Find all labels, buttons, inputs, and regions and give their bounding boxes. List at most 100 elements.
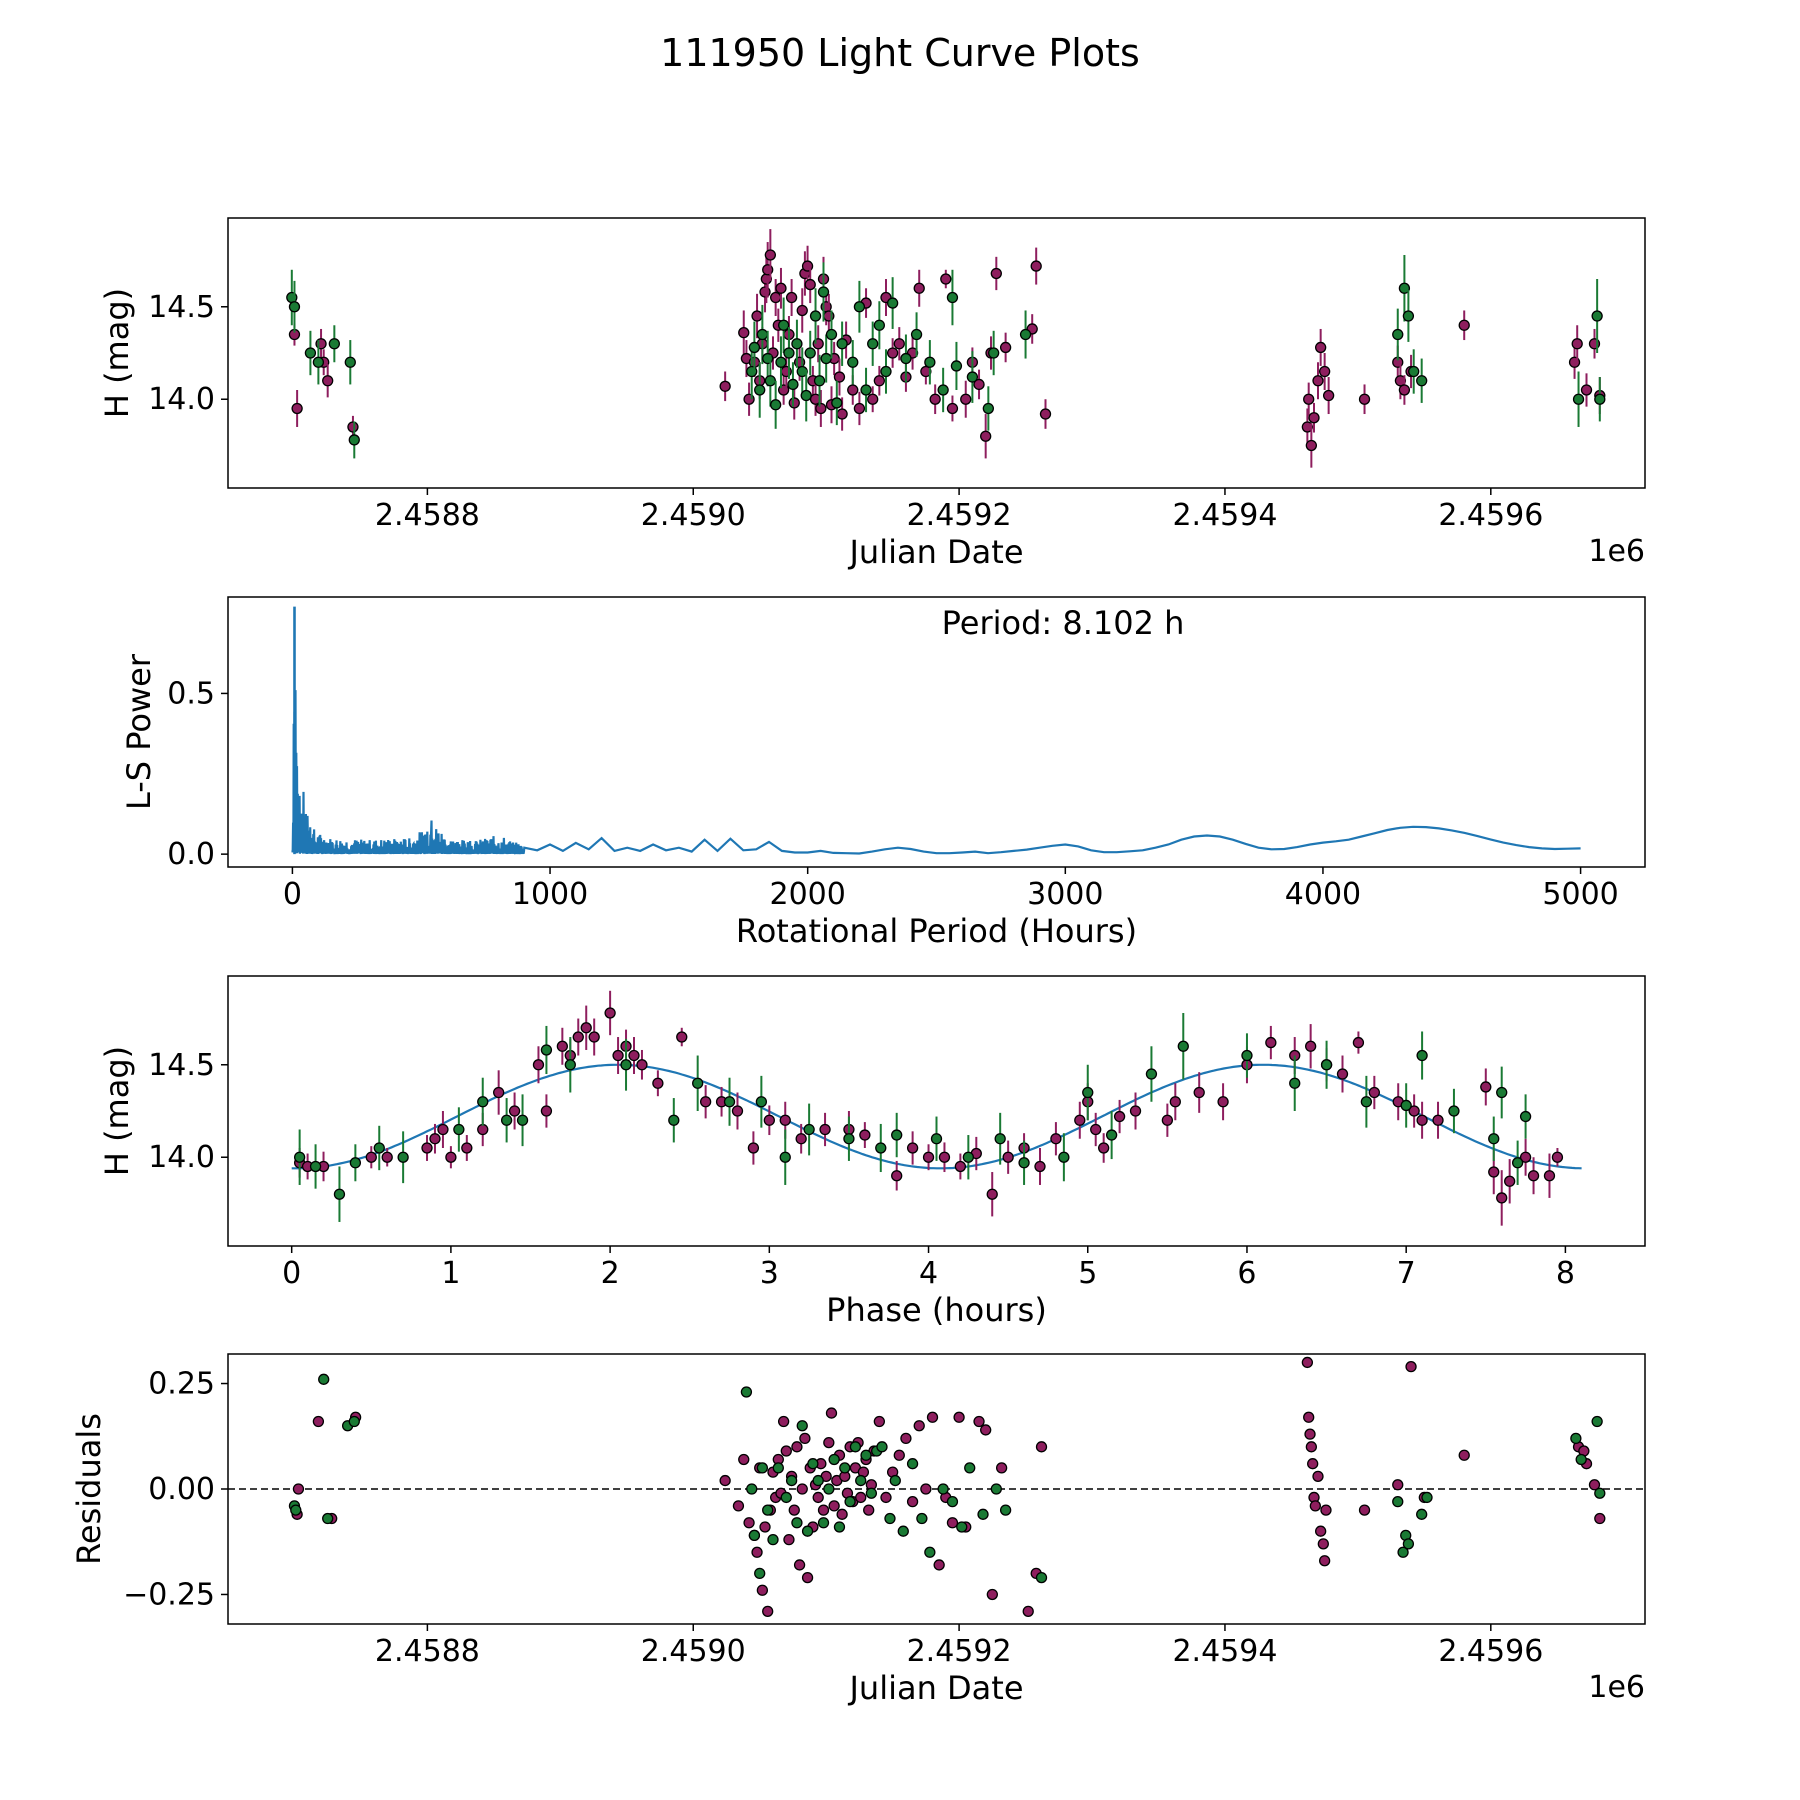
plot-area-resid xyxy=(228,1357,1645,1616)
data-point xyxy=(1305,1429,1315,1439)
x-axis-label: Julian Date xyxy=(847,533,1023,571)
data-point xyxy=(1592,1417,1602,1427)
data-point xyxy=(881,1492,891,1502)
data-point xyxy=(797,1484,807,1494)
data-point xyxy=(454,1124,464,1134)
data-point xyxy=(701,1097,711,1107)
data-point xyxy=(605,1008,615,1018)
series-magenta xyxy=(295,991,1563,1226)
data-point xyxy=(1417,1509,1427,1519)
data-point xyxy=(861,385,871,395)
y-axis-label: L-S Power xyxy=(120,653,158,810)
data-point xyxy=(749,1530,759,1540)
data-point xyxy=(541,1106,551,1116)
x-tick-label: 8 xyxy=(1556,1256,1575,1291)
data-point xyxy=(954,1412,964,1422)
data-point xyxy=(1318,1539,1328,1549)
data-point xyxy=(1595,1514,1605,1524)
data-point xyxy=(908,1459,918,1469)
data-point xyxy=(892,1171,902,1181)
data-point xyxy=(917,1514,927,1524)
data-point xyxy=(837,339,847,349)
data-point xyxy=(589,1032,599,1042)
data-point xyxy=(669,1115,679,1125)
data-point xyxy=(829,1454,839,1464)
data-point xyxy=(974,1417,984,1427)
data-point xyxy=(921,1484,931,1494)
data-point xyxy=(811,311,821,321)
data-point xyxy=(821,354,831,364)
x-tick-label: 6 xyxy=(1237,1256,1256,1291)
x-tick-label: 0 xyxy=(283,877,302,912)
data-point xyxy=(779,320,789,330)
data-point xyxy=(924,1152,934,1162)
data-point xyxy=(788,379,798,389)
data-point xyxy=(1403,311,1413,321)
data-point xyxy=(629,1051,639,1061)
data-point xyxy=(1035,1161,1045,1171)
data-point xyxy=(997,1463,1007,1473)
data-point xyxy=(1401,1100,1411,1110)
data-point xyxy=(776,283,786,293)
data-point xyxy=(1582,385,1592,395)
data-point xyxy=(1592,311,1602,321)
data-point xyxy=(752,311,762,321)
data-point xyxy=(1521,1112,1531,1122)
data-point xyxy=(764,1115,774,1125)
x-tick-label: 5 xyxy=(1078,1256,1097,1291)
data-point xyxy=(510,1106,520,1116)
data-point xyxy=(557,1041,567,1051)
data-point xyxy=(1075,1115,1085,1125)
data-point xyxy=(1406,1362,1416,1372)
axes-frame xyxy=(228,218,1645,488)
data-point xyxy=(478,1124,488,1134)
data-point xyxy=(898,1526,908,1536)
data-point xyxy=(1170,1097,1180,1107)
data-point xyxy=(816,403,826,413)
data-point xyxy=(1001,342,1011,352)
data-point xyxy=(1162,1115,1172,1125)
data-point xyxy=(1037,1573,1047,1583)
data-point xyxy=(784,348,794,358)
data-point xyxy=(1337,1069,1347,1079)
data-point xyxy=(430,1134,440,1144)
data-point xyxy=(1306,1442,1316,1452)
data-point xyxy=(803,1573,813,1583)
data-point xyxy=(502,1115,512,1125)
data-point xyxy=(797,305,807,315)
data-point xyxy=(837,409,847,419)
data-point xyxy=(1417,376,1427,386)
x-tick-label: 3 xyxy=(760,1256,779,1291)
data-point xyxy=(901,1433,911,1443)
data-point xyxy=(1320,1556,1330,1566)
data-point xyxy=(1409,366,1419,376)
data-point xyxy=(890,1476,900,1486)
data-point xyxy=(1099,1143,1109,1153)
data-point xyxy=(820,1124,830,1134)
y-axis-label: H (mag) xyxy=(98,288,136,418)
data-point xyxy=(293,1484,303,1494)
data-point xyxy=(829,1501,839,1511)
data-point xyxy=(864,1505,874,1515)
panel-lc: 2.4588 2.4590 2.4592 2.4594 2.4596 14.0 14.5 Ju… xyxy=(98,218,1645,571)
data-point xyxy=(752,1547,762,1557)
data-point xyxy=(305,348,315,358)
data-point xyxy=(908,1143,918,1153)
data-point xyxy=(832,398,842,408)
data-point xyxy=(804,1124,814,1134)
x-tick-label: 2.4592 xyxy=(907,1634,1012,1669)
data-point xyxy=(462,1143,472,1153)
data-point xyxy=(637,1060,647,1070)
x-tick-label: 3000 xyxy=(1027,877,1103,912)
data-point xyxy=(901,354,911,364)
data-point xyxy=(914,283,924,293)
data-point xyxy=(1574,394,1584,404)
data-point xyxy=(928,1412,938,1422)
data-point xyxy=(768,1535,778,1545)
data-point xyxy=(756,1097,766,1107)
data-point xyxy=(885,1514,895,1524)
y-tick-label: −0.25 xyxy=(123,1577,215,1612)
data-point xyxy=(834,1522,844,1532)
data-point xyxy=(1576,1454,1586,1464)
data-point xyxy=(1399,385,1409,395)
